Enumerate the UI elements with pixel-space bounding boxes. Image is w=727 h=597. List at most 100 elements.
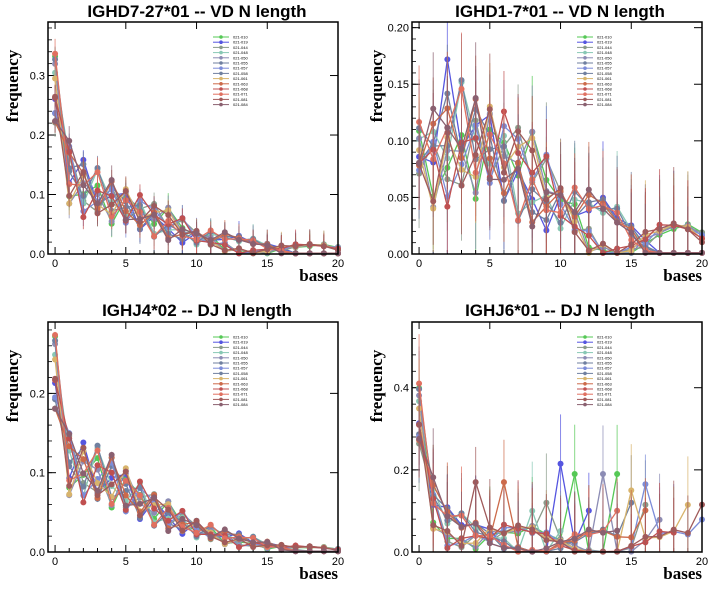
legend: 021-010021-019021-044021-048021-050021-0…	[213, 335, 248, 407]
data-point	[80, 169, 87, 176]
legend-entry: 021-050	[597, 55, 612, 60]
x-tick-label: 0	[52, 258, 58, 270]
data-point	[151, 494, 158, 501]
x-tick-label: 20	[332, 556, 344, 568]
data-point	[458, 523, 465, 530]
y-tick-label: 0.1	[30, 190, 45, 202]
legend-marker	[219, 366, 223, 371]
legend-marker	[583, 45, 587, 50]
legend-marker	[583, 387, 587, 391]
legend-entry: 021-055	[233, 361, 248, 366]
x-tick-label: 10	[190, 556, 202, 568]
data-point	[515, 165, 522, 172]
data-point	[599, 529, 606, 536]
data-point	[136, 500, 143, 507]
legend-entry: 021-084	[597, 102, 612, 107]
data-point	[80, 456, 87, 463]
data-point	[529, 223, 536, 230]
legend-entry: 021-068	[233, 87, 248, 92]
legend-entry: 021-058	[597, 371, 612, 376]
series-021-084	[416, 400, 621, 555]
series-021-061	[416, 359, 691, 555]
chart-title: IGHD7-27*01 -- VD N length	[87, 2, 306, 21]
legend-marker	[583, 92, 587, 96]
x-tick-label: 20	[332, 258, 344, 270]
data-point	[136, 191, 143, 198]
legend: 021-010021-019021-044021-048021-050021-0…	[213, 35, 248, 107]
legend-marker	[219, 40, 223, 44]
data-point	[108, 481, 115, 488]
legend-marker	[219, 56, 223, 60]
data-point	[543, 545, 550, 552]
data-point	[472, 520, 479, 527]
data-point	[151, 211, 158, 218]
legend-entry: 021-084	[233, 402, 248, 407]
legend-entry: 021-063	[233, 381, 248, 386]
data-point	[250, 535, 257, 542]
data-point	[614, 470, 621, 477]
data-point	[80, 499, 87, 506]
data-point	[571, 209, 578, 216]
data-point	[165, 528, 172, 535]
data-point	[614, 527, 621, 534]
legend-entry: 021-061	[597, 376, 612, 381]
legend-entry: 021-063	[597, 81, 612, 86]
data-point	[264, 242, 271, 249]
legend-entry: 021-081	[597, 97, 612, 102]
legend-marker	[219, 87, 223, 91]
data-point	[66, 192, 73, 199]
data-point	[108, 201, 115, 208]
legend-entry: 021-061	[233, 376, 248, 381]
data-point	[151, 521, 158, 528]
data-point	[656, 533, 663, 540]
data-point	[94, 169, 101, 176]
data-point	[628, 542, 635, 549]
data-point	[278, 541, 285, 548]
legend-marker	[219, 387, 223, 391]
data-point	[94, 447, 101, 454]
legend-marker	[219, 371, 223, 376]
data-point	[151, 233, 158, 240]
data-point	[179, 226, 186, 233]
y-tick-label: 0.2	[394, 465, 409, 477]
legend-marker	[219, 345, 223, 350]
data-point	[80, 470, 87, 477]
legend-entry: 021-081	[233, 97, 248, 102]
data-point	[66, 137, 73, 144]
y-axis-label: frequency	[3, 49, 22, 122]
data-point	[80, 182, 87, 189]
legend-marker	[219, 92, 223, 96]
x-tick-label: 15	[625, 556, 637, 568]
y-tick-label: 0.0	[30, 249, 45, 261]
data-point	[250, 240, 257, 247]
legend-entry: 021-057	[597, 366, 612, 371]
legend-entry: 021-055	[597, 61, 612, 66]
legend-marker	[219, 382, 223, 386]
x-tick-label: 5	[487, 556, 493, 568]
data-point	[165, 211, 172, 218]
legend-marker	[219, 35, 223, 39]
series-line	[418, 408, 689, 553]
legend-marker	[583, 50, 587, 55]
plot-frame	[47, 21, 339, 255]
plot-frame	[47, 321, 339, 553]
y-tick-label: 0.00	[388, 249, 409, 261]
data-point	[458, 85, 465, 92]
data-point	[670, 249, 677, 256]
legend-entry: 021-044	[597, 45, 612, 50]
chart-panel-3: IGHJ4*02 -- DJ N length frequency bases 0 5 1…	[3, 301, 344, 583]
data-point	[500, 479, 507, 486]
legend-entry: 021-044	[233, 345, 248, 350]
data-point	[585, 526, 592, 533]
legend-entry: 021-019	[597, 340, 612, 345]
y-axis-label: frequency	[3, 349, 22, 422]
data-point	[165, 237, 172, 244]
legend-entry: 021-048	[597, 350, 612, 355]
data-point	[94, 200, 101, 207]
legend-marker	[219, 350, 223, 355]
data-point	[642, 249, 649, 256]
legend-marker	[583, 71, 587, 76]
legend-marker	[583, 35, 587, 39]
data-point	[207, 534, 214, 541]
